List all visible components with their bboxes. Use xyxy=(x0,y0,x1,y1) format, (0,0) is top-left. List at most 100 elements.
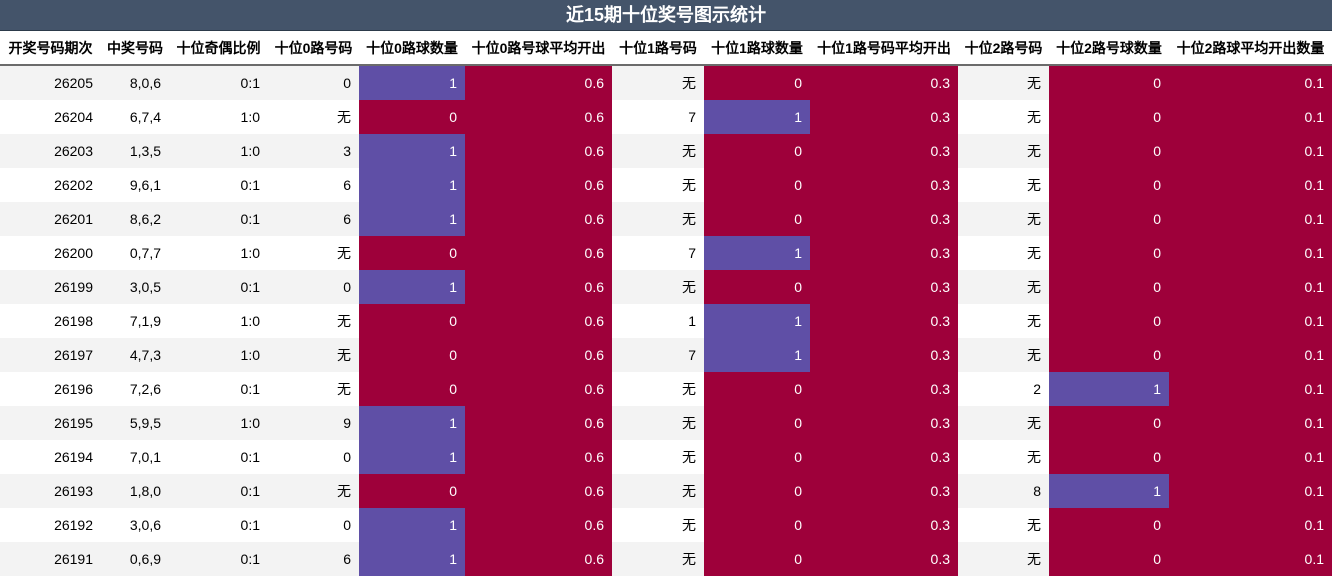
table-cell: 0.3 xyxy=(810,474,958,508)
table-cell: 1:0 xyxy=(169,236,268,270)
table-cell: 0 xyxy=(1049,440,1169,474)
table-cell: 0.6 xyxy=(465,508,612,542)
table-cell: 无 xyxy=(958,236,1049,270)
table-row: 26200 0,7,7 1:0 无 0 0.6 7 1 0.3 无 0 0.1 xyxy=(0,236,1332,270)
table-cell: 3,0,6 xyxy=(101,508,169,542)
table-cell: 0 xyxy=(268,65,359,100)
table-cell: 0 xyxy=(1049,134,1169,168)
table-cell: 0 xyxy=(704,508,810,542)
table-cell: 1 xyxy=(1049,372,1169,406)
table-cell: 无 xyxy=(612,508,704,542)
table-cell: 0 xyxy=(359,474,465,508)
table-cell: 无 xyxy=(958,440,1049,474)
table-cell: 0.1 xyxy=(1169,338,1332,372)
column-header: 十位1路号码 xyxy=(612,31,704,66)
table-cell: 0 xyxy=(1049,508,1169,542)
table-cell: 无 xyxy=(958,508,1049,542)
table-cell: 0 xyxy=(359,100,465,134)
table-cell: 0 xyxy=(1049,542,1169,576)
table-row: 26194 7,0,1 0:1 0 1 0.6 无 0 0.3 无 0 0.1 xyxy=(0,440,1332,474)
table-cell: 6,7,4 xyxy=(101,100,169,134)
table-cell: 0 xyxy=(1049,65,1169,100)
table-cell: 0 xyxy=(704,440,810,474)
table-cell: 0 xyxy=(704,406,810,440)
table-cell: 6 xyxy=(268,168,359,202)
table-cell: 0.1 xyxy=(1169,134,1332,168)
table-cell: 9 xyxy=(268,406,359,440)
header-row: 开奖号码期次 中奖号码 十位奇偶比例 十位0路号码 十位0路球数量 十位0路号球平均开出十… xyxy=(0,31,1332,66)
table-cell: 0.6 xyxy=(465,542,612,576)
table-cell: 0 xyxy=(704,168,810,202)
table-cell: 0,7,7 xyxy=(101,236,169,270)
table-cell: 4,7,3 xyxy=(101,338,169,372)
table-cell: 26203 xyxy=(0,134,101,168)
table-cell: 26205 xyxy=(0,65,101,100)
table-cell: 0 xyxy=(359,304,465,338)
table-cell: 0 xyxy=(1049,100,1169,134)
column-header: 开奖号码期次 xyxy=(0,31,101,66)
table-row: 26195 5,9,5 1:0 9 1 0.6 无 0 0.3 无 0 0.1 xyxy=(0,406,1332,440)
table-cell: 0.6 xyxy=(465,304,612,338)
table-cell: 0.3 xyxy=(810,406,958,440)
table-cell: 0 xyxy=(268,508,359,542)
table-cell: 0 xyxy=(268,270,359,304)
table-cell: 无 xyxy=(268,372,359,406)
column-header: 十位0路球数量 xyxy=(359,31,465,66)
column-header: 十位奇偶比例 xyxy=(169,31,268,66)
table-cell: 0.1 xyxy=(1169,542,1332,576)
table-cell: 26199 xyxy=(0,270,101,304)
table-cell: 0:1 xyxy=(169,508,268,542)
table-cell: 0.1 xyxy=(1169,508,1332,542)
table-cell: 1 xyxy=(359,508,465,542)
table-cell: 26192 xyxy=(0,508,101,542)
column-header: 十位0路号码 xyxy=(268,31,359,66)
table-body: 26205 8,0,6 0:1 0 1 0.6 无 0 0.3 无 0 0.1 26204 6,7,4 1:… xyxy=(0,65,1332,576)
table-cell: 1 xyxy=(359,270,465,304)
table-cell: 无 xyxy=(612,542,704,576)
table-row: 26198 7,1,9 1:0 无 0 0.6 1 1 0.3 无 0 0.1 xyxy=(0,304,1332,338)
table-cell: 无 xyxy=(612,372,704,406)
table-cell: 0.3 xyxy=(810,440,958,474)
table-cell: 0:1 xyxy=(169,202,268,236)
table-cell: 0.1 xyxy=(1169,202,1332,236)
table-cell: 1,8,0 xyxy=(101,474,169,508)
table-cell: 0.1 xyxy=(1169,168,1332,202)
table-cell: 0.1 xyxy=(1169,440,1332,474)
table-cell: 0 xyxy=(704,65,810,100)
column-header: 十位2路号球数量 xyxy=(1049,31,1169,66)
column-header: 十位1路号码平均开出 xyxy=(810,31,958,66)
table-cell: 1:0 xyxy=(169,134,268,168)
table-cell: 无 xyxy=(958,65,1049,100)
table-cell: 无 xyxy=(612,168,704,202)
table-cell: 0.1 xyxy=(1169,270,1332,304)
table-cell: 0.3 xyxy=(810,100,958,134)
table-cell: 0 xyxy=(704,270,810,304)
table-cell: 0.1 xyxy=(1169,304,1332,338)
table-cell: 0:1 xyxy=(169,270,268,304)
table-cell: 1 xyxy=(704,304,810,338)
table-cell: 1 xyxy=(359,168,465,202)
table-row: 26199 3,0,5 0:1 0 1 0.6 无 0 0.3 无 0 0.1 xyxy=(0,270,1332,304)
table-cell: 26191 xyxy=(0,542,101,576)
table-cell: 无 xyxy=(268,474,359,508)
table-cell: 8,6,2 xyxy=(101,202,169,236)
table-cell: 26195 xyxy=(0,406,101,440)
table-cell: 1 xyxy=(359,440,465,474)
column-header: 中奖号码 xyxy=(101,31,169,66)
table-cell: 0.1 xyxy=(1169,236,1332,270)
table-row: 26193 1,8,0 0:1 无 0 0.6 无 0 0.3 8 1 0.1 xyxy=(0,474,1332,508)
table-cell: 1 xyxy=(359,406,465,440)
table-cell: 0.3 xyxy=(810,236,958,270)
column-header: 十位0路号球平均开出 xyxy=(465,31,612,66)
table-cell: 26200 xyxy=(0,236,101,270)
table-cell: 1,3,5 xyxy=(101,134,169,168)
table-cell: 0.6 xyxy=(465,338,612,372)
table-cell: 0.3 xyxy=(810,372,958,406)
table-cell: 26198 xyxy=(0,304,101,338)
table-cell: 0 xyxy=(1049,406,1169,440)
table-cell: 0.6 xyxy=(465,236,612,270)
table-cell: 无 xyxy=(268,304,359,338)
table-cell: 0 xyxy=(359,338,465,372)
table-cell: 0 xyxy=(359,236,465,270)
table-cell: 0:1 xyxy=(169,474,268,508)
